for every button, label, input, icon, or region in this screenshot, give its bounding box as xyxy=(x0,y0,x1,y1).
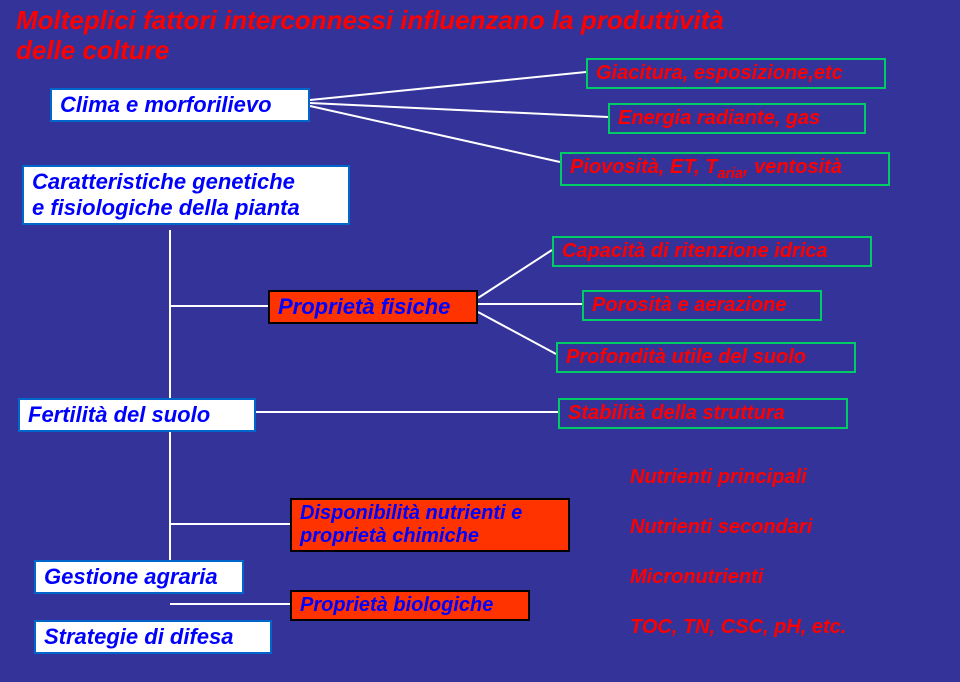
box-disponib: Disponibilità nutrienti e proprietà chim… xyxy=(290,498,570,552)
box-clima: Clima e morforilievo xyxy=(50,88,310,122)
box-nutr-sec: Nutrienti secondari xyxy=(626,516,866,539)
box-strategie: Strategie di difesa xyxy=(34,620,272,654)
box-stabilita: Stabilità della struttura xyxy=(558,398,848,429)
title-line-1: Molteplici fattori interconnessi influen… xyxy=(16,6,724,36)
box-giacitura: Giacitura, esposizione,etc xyxy=(586,58,886,89)
box-profondita: Profondità utile del suolo xyxy=(556,342,856,373)
box-porosita: Porosità e aerazione xyxy=(582,290,822,321)
box-genetiche: Caratteristiche genetiche e fisiologiche… xyxy=(22,165,350,225)
box-fisiche: Proprietà fisiche xyxy=(268,290,478,324)
box-fertilita: Fertilità del suolo xyxy=(18,398,256,432)
box-biologiche: Proprietà biologiche xyxy=(290,590,530,621)
box-energia: Energia radiante, gas xyxy=(608,103,866,134)
box-ritenzione: Capacità di ritenzione idrica xyxy=(552,236,872,267)
box-micronutr: Micronutrienti xyxy=(626,566,826,589)
box-gestione: Gestione agraria xyxy=(34,560,244,594)
page-title: Molteplici fattori interconnessi influen… xyxy=(16,6,724,66)
box-toc: TOC, TN, CSC, pH, etc. xyxy=(626,616,906,639)
box-piovosita: Piovosità, ET, Taria, ventosità xyxy=(560,152,890,186)
box-nutr-princ: Nutrienti principali xyxy=(626,466,866,489)
